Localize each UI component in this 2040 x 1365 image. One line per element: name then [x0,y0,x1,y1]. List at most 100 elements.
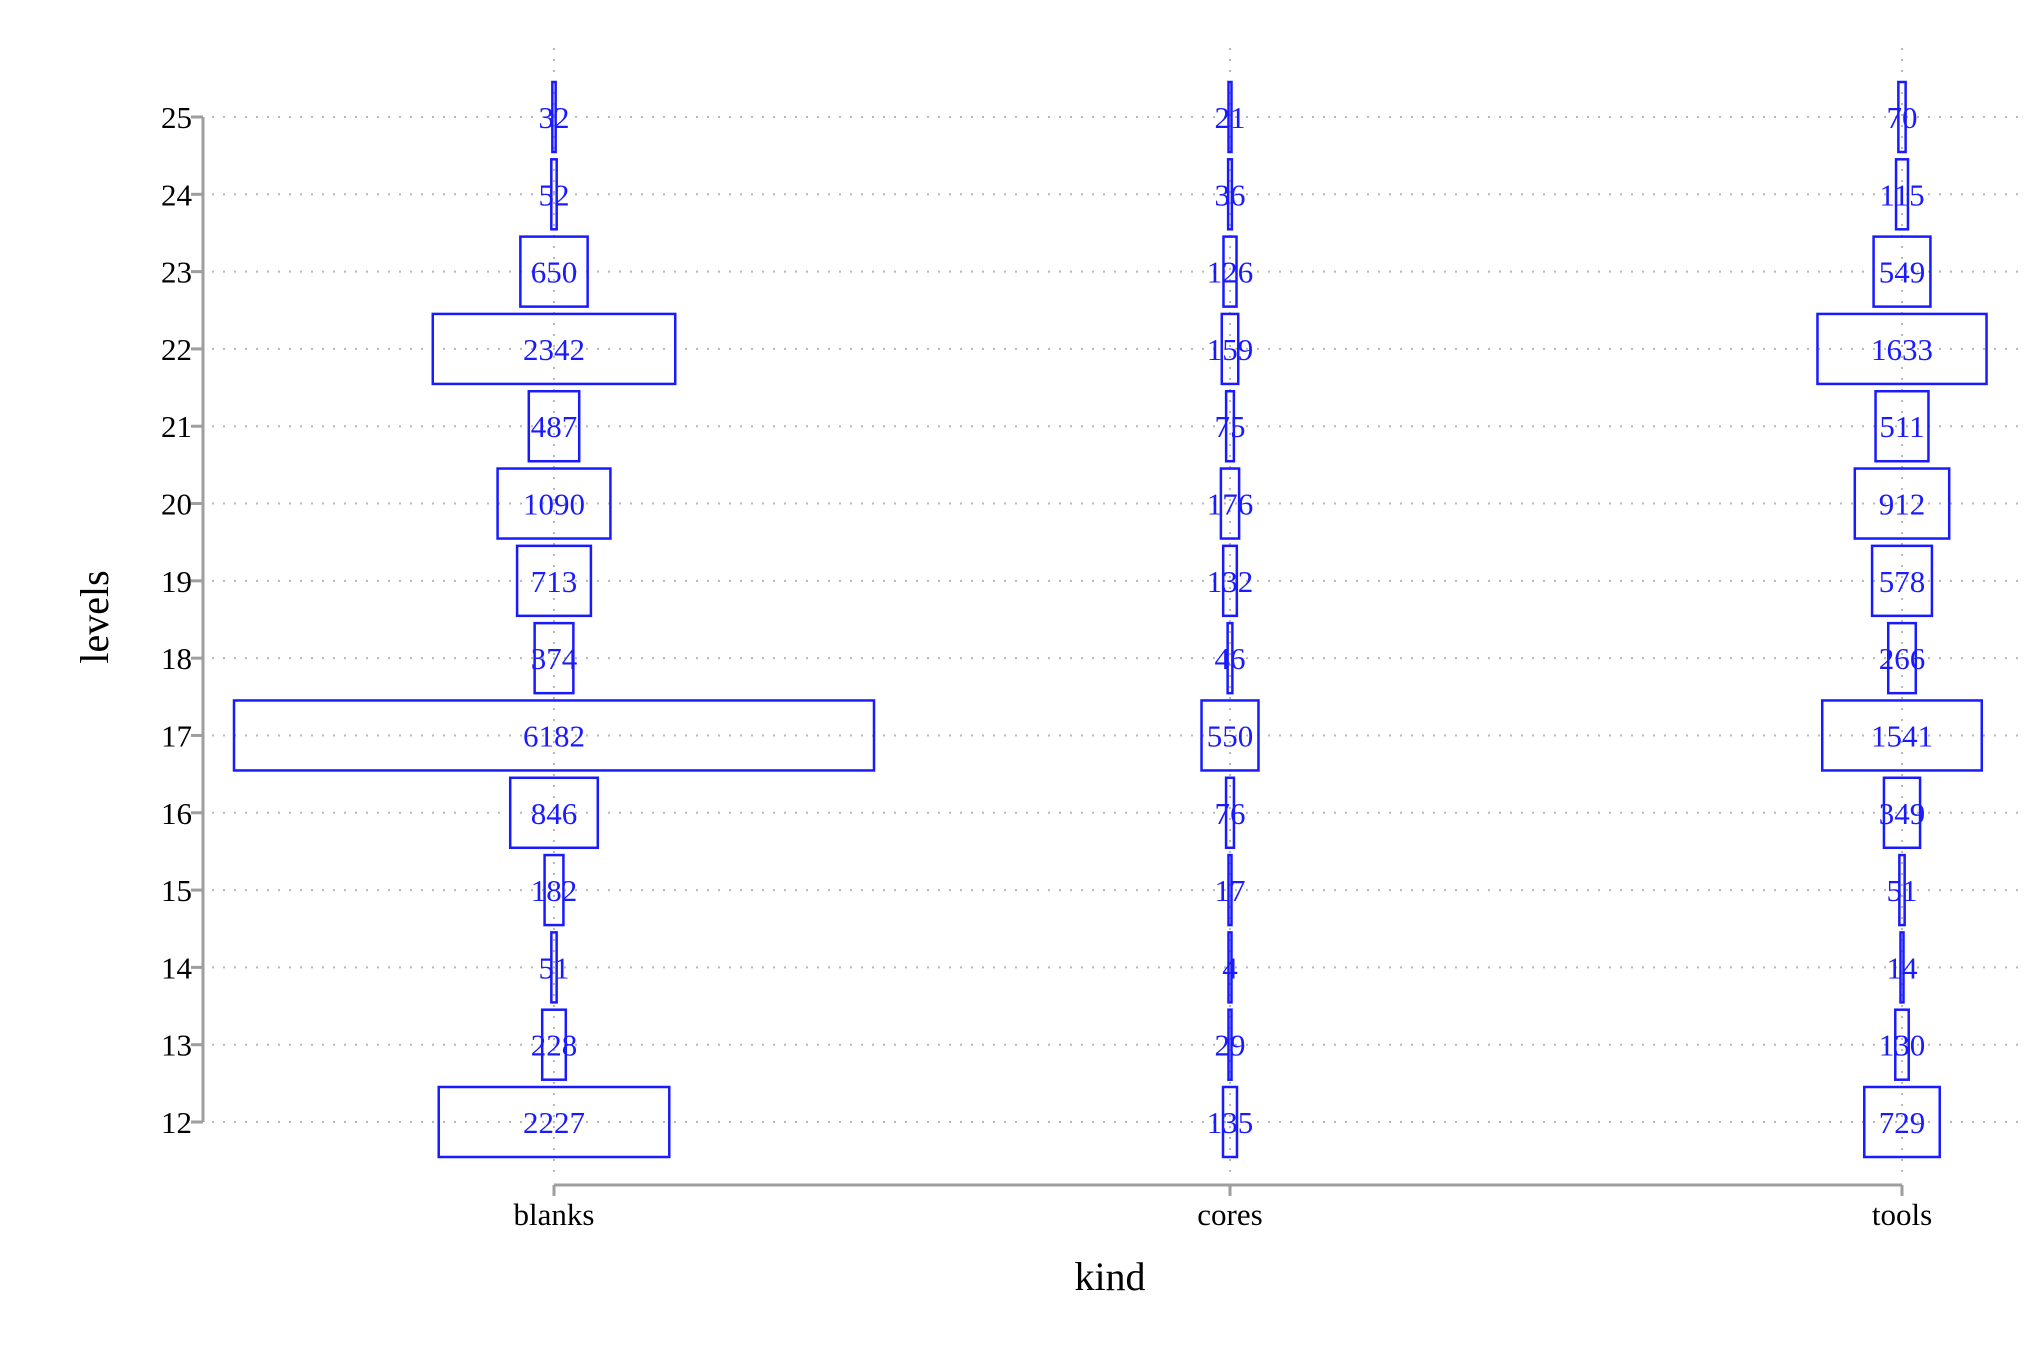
cell-count-label: 487 [531,409,578,444]
y-tick-label: 23 [161,255,192,290]
cell-box [1219,467,1241,540]
x-tick-label: cores [1197,1197,1262,1232]
cell-box [1870,544,1934,618]
cell-box [1226,158,1234,231]
y-tick-label: 15 [161,873,192,908]
cell-box [533,621,575,695]
y-tick-label: 13 [161,1028,192,1063]
cell-box [232,699,876,772]
cell-box [1220,312,1240,386]
cell-count-label: 729 [1879,1105,1926,1140]
cell-box [1874,389,1930,463]
y-tick-label: 20 [161,487,192,522]
x-axis-title: kind [1074,1254,1145,1299]
cell-box [1200,699,1260,772]
cell-box [519,235,589,308]
cell-box [1899,931,1905,1004]
cell-count-label: 578 [1879,564,1926,599]
y-tick-labels: 12 13 14 15 16 17 18 19 20 21 22 23 24 25 [161,100,203,1140]
cell-count-label: 1633 [1871,332,1933,367]
cell-box [496,467,612,540]
cell-box [550,158,558,231]
cell-box [550,931,558,1004]
grid-layer [212,48,2018,1178]
cell-count-label: 846 [531,796,578,831]
cell-count-label: 46 [1215,641,1246,676]
y-tick-label: 24 [161,177,193,212]
cell-box [1224,776,1236,850]
x-tick-labels: blanks cores tools [514,1185,1932,1232]
cell-count-label: 266 [1879,641,1926,676]
cell-box [1886,621,1918,695]
cell-box [1872,235,1932,308]
cell-count-label: 52 [539,177,570,212]
cell-count-label: 2227 [523,1105,585,1140]
cell-count-label: 115 [1879,177,1924,212]
cell-count-label: 75 [1215,409,1246,444]
cell-count-label: 130 [1879,1028,1926,1063]
cell-box [1226,621,1234,695]
cell-count-label: 713 [531,564,578,599]
cell-count-label: 550 [1207,718,1254,753]
cell-count-label: 2342 [523,332,585,367]
cell-box [431,312,677,386]
y-tick-label: 16 [161,796,192,831]
cell-count-label: 51 [539,950,570,985]
cell-count-label: 17 [1215,873,1246,908]
x-tick-label: blanks [514,1197,595,1232]
cell-count-label: 374 [531,641,578,676]
cell-count-label: 36 [1215,177,1246,212]
x-tick-label: tools [1872,1197,1932,1232]
cell-count-label: 6182 [523,718,585,753]
y-tick-label: 18 [161,641,192,676]
y-tick-label: 17 [161,718,192,753]
y-tick-label: 21 [161,409,192,444]
cell-count-label: 126 [1207,255,1254,290]
y-tick-label: 12 [161,1105,192,1140]
cell-box [1227,853,1233,927]
cell-count-label: 912 [1879,487,1926,522]
cell-box [1816,312,1988,386]
cell-count-label: 21 [1215,100,1246,135]
cell-box [508,776,600,850]
cell-box [1894,1008,1910,1081]
y-axis-title: levels [72,570,117,663]
cell-layer: 2227 228 51 182 846 6182 374 713 1090 487 2342 650 5… [232,80,1988,1159]
cell-box [1221,1085,1239,1159]
cell-count-label: 511 [1879,409,1924,444]
y-tick-label: 25 [161,100,192,135]
cell-box [1898,853,1906,927]
cell-count-label: 182 [531,873,578,908]
cell-box [551,80,557,154]
cell-box [1227,1008,1233,1081]
cell-box [1897,80,1907,154]
cell-box [1853,467,1951,540]
cell-box [540,1008,568,1081]
cell-count-label: 4 [1222,950,1238,985]
cell-box [1221,544,1239,618]
cell-count-label: 1090 [523,487,585,522]
cell-box [1882,776,1922,850]
cell-box [527,389,581,463]
cell-count-label: 32 [539,100,570,135]
cell-box [1224,389,1236,463]
cell-box [543,853,565,927]
cell-count-label: 349 [1879,796,1926,831]
y-tick-label: 14 [161,950,193,985]
cell-count-label: 29 [1215,1028,1246,1063]
cell-box [1820,699,1984,772]
cell-count-label: 1541 [1871,718,1933,753]
cell-count-label: 159 [1207,332,1254,367]
cell-count-label: 70 [1887,100,1918,135]
cell-count-label: 135 [1207,1105,1254,1140]
cell-count-label: 228 [531,1028,578,1063]
cell-count-label: 76 [1215,796,1246,831]
cell-count-label: 549 [1879,255,1926,290]
y-tick-label: 19 [161,564,192,599]
cell-box [437,1085,671,1159]
axis-layer [201,117,1902,1187]
cell-box [1227,931,1233,1004]
cell-count-label: 51 [1887,873,1918,908]
